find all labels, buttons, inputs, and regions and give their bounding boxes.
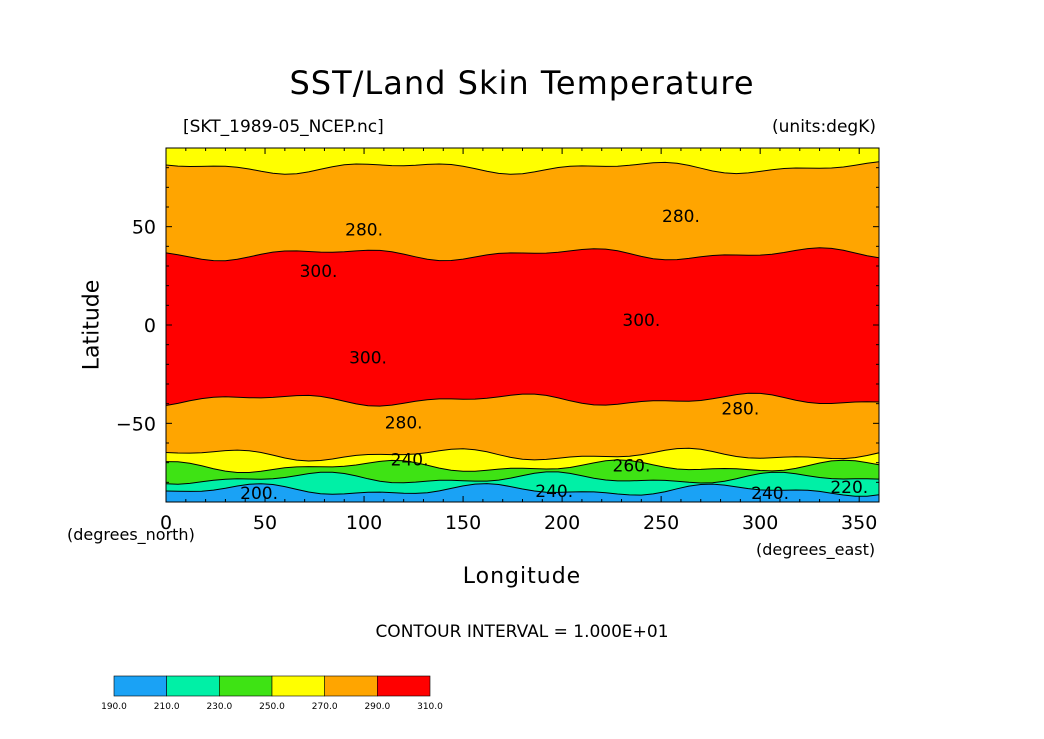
colorbar-swatch [113, 675, 167, 697]
x-tick-label: 50 [253, 512, 277, 534]
contour-label: 240. [751, 484, 789, 504]
x-tick-label: 150 [445, 512, 481, 534]
y-tick-label: 50 [132, 217, 156, 239]
contour-line [166, 161, 879, 175]
contour-label: 240. [535, 482, 573, 502]
colorbar-label: 290.0 [364, 702, 390, 712]
contour-label: 300. [349, 348, 387, 368]
colorbar-label: 250.0 [259, 702, 285, 712]
contour-line [166, 483, 879, 497]
x-tick-label: 350 [841, 512, 877, 534]
units-label: (units:degK) [772, 117, 876, 137]
x-units-label: (degrees_east) [756, 540, 876, 559]
colorbar-label: 270.0 [312, 702, 338, 712]
contour-label: 200. [240, 484, 278, 504]
contour-line [166, 447, 879, 462]
contour-label: 220. [830, 478, 868, 498]
contour-line [166, 247, 879, 262]
y-tick-label: −50 [116, 413, 156, 435]
contour-label: 280. [721, 400, 759, 420]
x-tick-label: 300 [742, 512, 778, 534]
contour-interval-note: CONTOUR INTERVAL = 1.000E+01 [375, 622, 669, 642]
x-tick-label: 200 [544, 512, 580, 534]
contour-label: 280. [662, 207, 700, 227]
contour-label: 300. [622, 311, 660, 331]
colorbar-swatch [271, 675, 325, 697]
colorbar-swatch [324, 675, 378, 697]
colorbar-label: 230.0 [206, 702, 232, 712]
colorbar-swatch [219, 675, 273, 697]
y-units-label: (degrees_north) [67, 525, 195, 544]
contour-label: 280. [385, 413, 423, 433]
x-tick-label: 0 [160, 512, 172, 534]
contour-label: 280. [345, 221, 383, 241]
y-tick-label: 0 [144, 315, 156, 337]
colorbar-label: 210.0 [154, 702, 180, 712]
x-axis-label: Longitude [462, 564, 582, 589]
contour-label: 300. [300, 262, 338, 282]
contour-line [166, 471, 879, 485]
contour-label: 240. [391, 451, 429, 471]
temperature-band [166, 483, 879, 502]
contour-line [166, 459, 879, 473]
map-field: 280. 280. 300. 300. 300. 280. 280. 240. 260. 200.… [166, 148, 879, 504]
chart-title: SST/Land Skin Temperature [289, 64, 755, 102]
x-tick-label: 250 [643, 512, 679, 534]
contour-line [166, 392, 879, 407]
x-tick-label: 100 [346, 512, 382, 534]
colorbar-swatch [166, 675, 220, 697]
colorbar-swatch [377, 675, 431, 697]
colorbar-label: 190.0 [101, 702, 127, 712]
colorbar-label: 310.0 [417, 702, 443, 712]
file-label: [SKT_1989-05_NCEP.nc] [183, 117, 384, 137]
contour-label: 260. [613, 457, 651, 477]
